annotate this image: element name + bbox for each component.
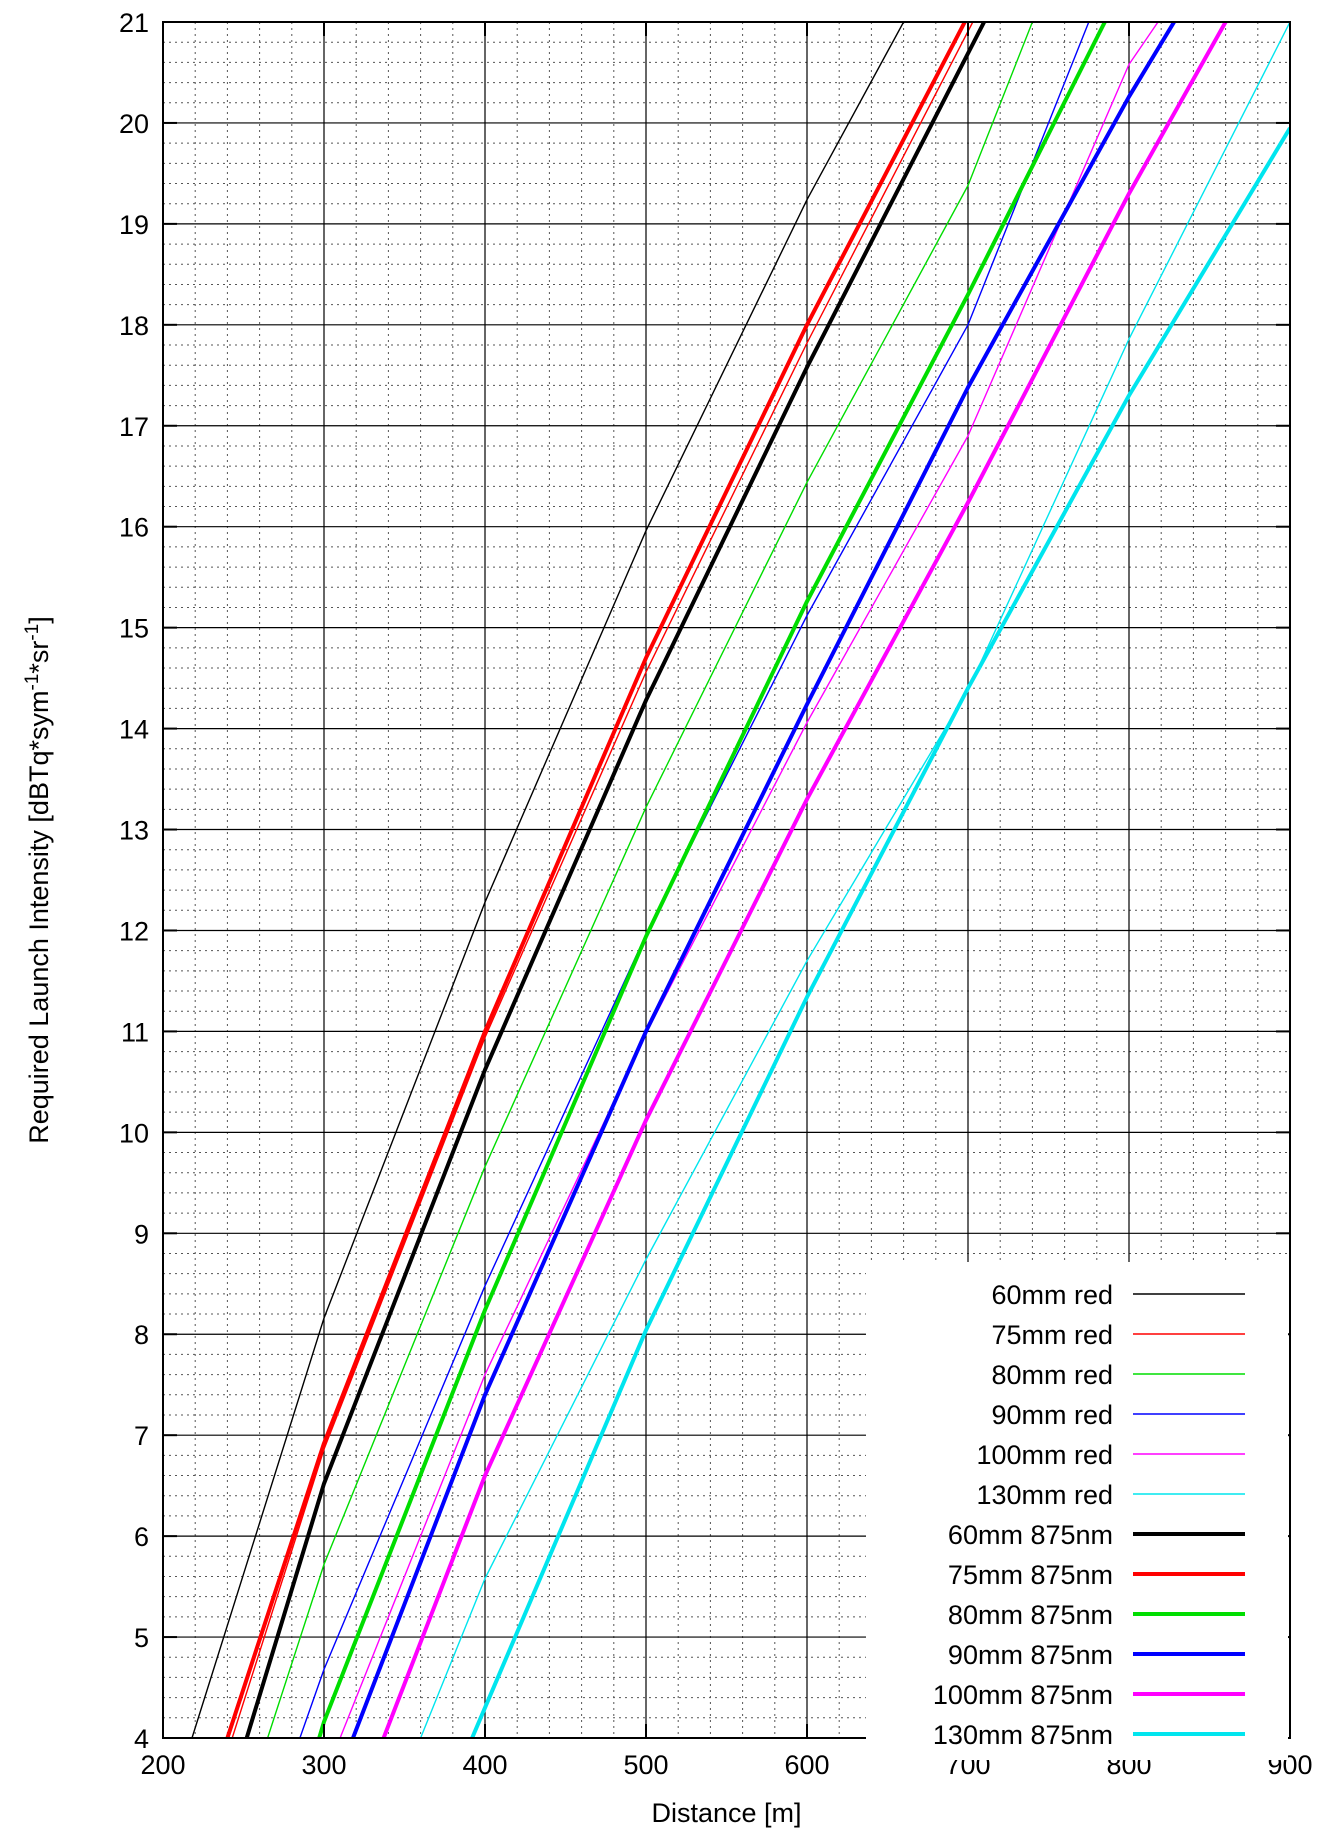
y-axis-label-part: ] xyxy=(24,616,54,624)
legend: 60mm red 75mm red 80mm red 90mm red 100mm re… xyxy=(866,1262,1288,1760)
series-line-2 xyxy=(231,22,974,1738)
y-tick-label: 15 xyxy=(119,614,149,644)
series-line-5 xyxy=(339,22,1159,1738)
legend-label: 100mm 875nm xyxy=(933,1680,1113,1710)
y-tick-label: 10 xyxy=(119,1118,149,1148)
series-line-7 xyxy=(244,22,986,1738)
y-tick-label: 4 xyxy=(134,1724,149,1754)
major-grid xyxy=(162,21,1291,1739)
series-line-1 xyxy=(191,22,905,1738)
series-line-10 xyxy=(351,22,1176,1738)
y-axis-label-part: *sr xyxy=(24,641,54,674)
y-axis-label: Required Launch Intensity [dBTq*sym-1*sr… xyxy=(22,616,55,1144)
x-tick-label: 300 xyxy=(301,1750,346,1780)
y-tick-label: 16 xyxy=(119,513,149,543)
y-tick-label: 8 xyxy=(134,1320,149,1350)
y-tick-label: 18 xyxy=(119,311,149,341)
legend-label: 75mm red xyxy=(991,1320,1113,1350)
y-tick-label: 11 xyxy=(121,1017,149,1047)
y-tick-label: 20 xyxy=(119,109,149,139)
y-tick-labels: 4 5 6 7 8 9 10 11 12 13 14 15 16 17 18 19 20 21 xyxy=(119,8,149,1754)
x-axis-label: Distance [m] xyxy=(651,1798,801,1828)
legend-label: 80mm 875nm xyxy=(948,1600,1113,1630)
legend-label: 60mm red xyxy=(991,1280,1113,1310)
legend-label: 100mm red xyxy=(976,1440,1113,1470)
plot-frame xyxy=(162,21,1291,1739)
series-line-9 xyxy=(317,22,1107,1738)
series-line-6 xyxy=(419,22,1290,1738)
y-tick-label: 6 xyxy=(134,1522,149,1552)
x-tick-label: 400 xyxy=(462,1750,507,1780)
legend-label: 75mm 875nm xyxy=(948,1560,1113,1590)
y-tick-label: 14 xyxy=(119,715,149,745)
y-axis-label-part: Required Launch Intensity [dBTq*sym xyxy=(24,691,54,1144)
y-tick-label: 19 xyxy=(119,210,149,240)
y-tick-label: 17 xyxy=(119,412,149,442)
y-axis-label-superscript: -1 xyxy=(22,674,43,691)
x-tick-label: 500 xyxy=(623,1750,668,1780)
x-tick-label: 200 xyxy=(140,1750,185,1780)
series-line-11 xyxy=(381,22,1228,1738)
y-tick-label: 12 xyxy=(119,916,149,946)
y-tick-label: 7 xyxy=(134,1421,149,1451)
series-line-3 xyxy=(266,22,1034,1738)
legend-label: 90mm 875nm xyxy=(948,1640,1113,1670)
series-line-12 xyxy=(470,126,1290,1738)
y-tick-label: 9 xyxy=(134,1219,149,1249)
tick-marks xyxy=(162,21,1291,1739)
legend-label: 90mm red xyxy=(991,1400,1113,1430)
legend-label: 130mm red xyxy=(976,1480,1113,1510)
legend-background xyxy=(866,1262,1288,1760)
legend-label: 80mm red xyxy=(991,1360,1113,1390)
y-tick-label: 21 xyxy=(119,8,149,38)
legend-label: 60mm 875nm xyxy=(948,1520,1113,1550)
x-tick-label: 600 xyxy=(784,1750,829,1780)
y-tick-label: 5 xyxy=(134,1623,149,1653)
y-axis-label-superscript: -1 xyxy=(22,624,43,641)
legend-label: 130mm 875nm xyxy=(933,1720,1113,1750)
series-layer xyxy=(191,22,1290,1738)
y-tick-label: 13 xyxy=(119,816,149,846)
series-line-8 xyxy=(225,22,967,1738)
